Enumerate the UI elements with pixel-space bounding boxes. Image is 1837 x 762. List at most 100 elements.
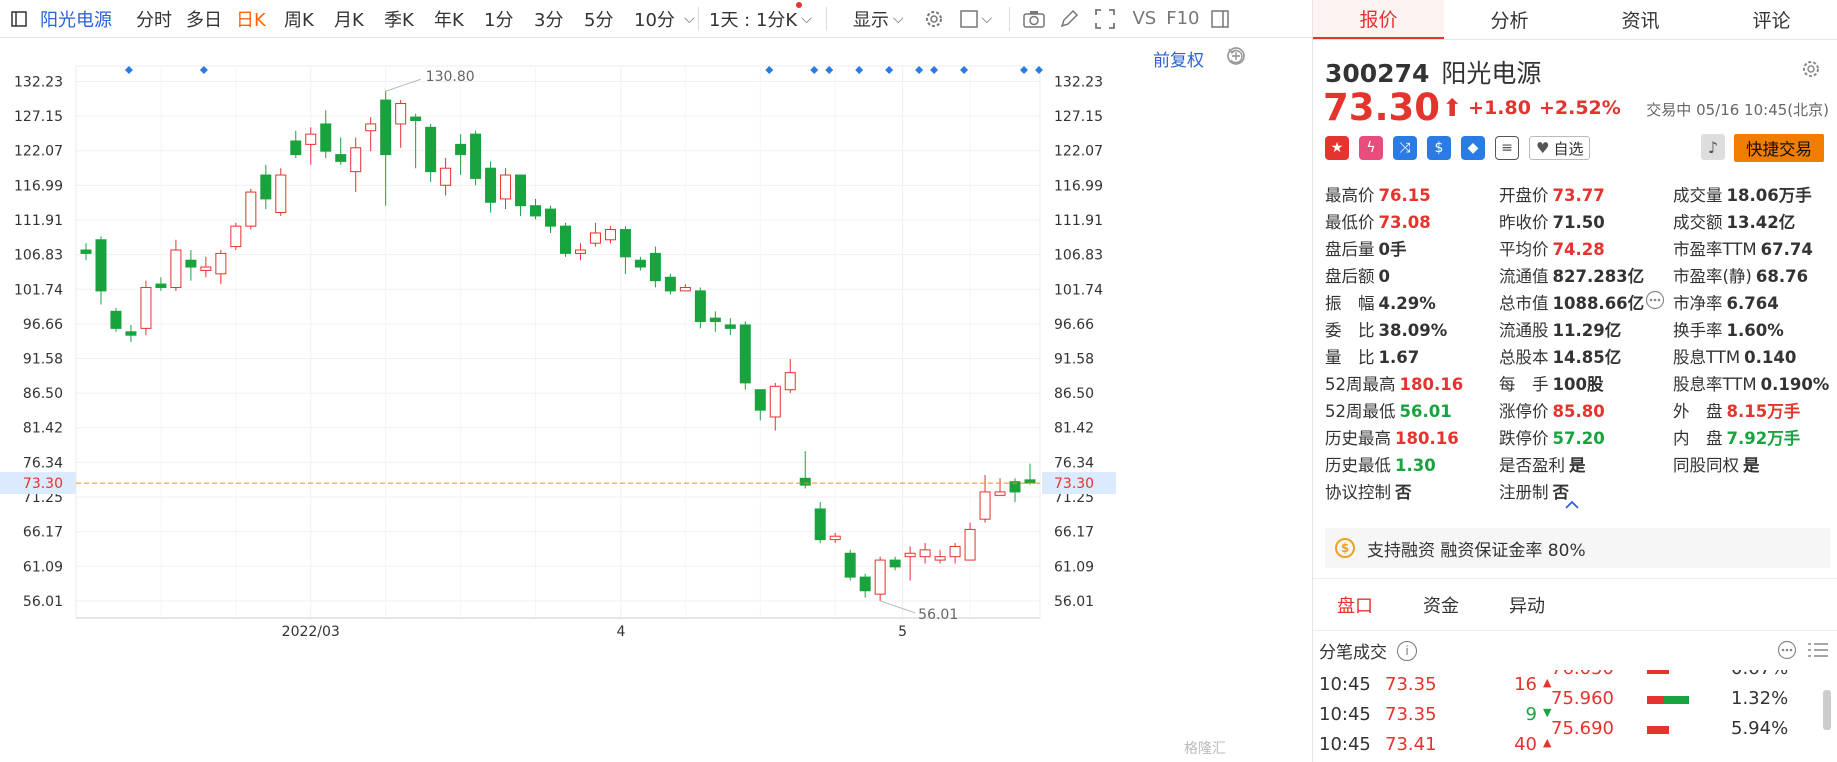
candle[interactable]	[350, 137, 362, 193]
candle[interactable]	[904, 546, 916, 581]
event-marker-icon[interactable]	[1034, 66, 1043, 74]
draw-rect-icon[interactable]: ⌵	[959, 0, 999, 38]
china-flag-icon[interactable]: ★	[1325, 136, 1349, 160]
candle[interactable]	[694, 287, 706, 329]
candle[interactable]	[649, 246, 661, 288]
info-icon[interactable]: i	[1397, 640, 1417, 661]
event-marker-icon[interactable]	[124, 66, 133, 74]
candle[interactable]	[754, 389, 766, 421]
candle[interactable]	[589, 222, 601, 247]
tab-news[interactable]: 资讯	[1621, 10, 1660, 32]
period-tab[interactable]: 3分	[534, 9, 564, 31]
tab-analysis[interactable]: 分析	[1490, 10, 1529, 32]
candle[interactable]	[170, 239, 182, 291]
candle[interactable]	[320, 110, 332, 158]
event-marker-icon[interactable]	[810, 66, 819, 74]
candle[interactable]	[335, 137, 347, 165]
candle[interactable]	[110, 307, 122, 332]
candle[interactable]	[784, 359, 796, 394]
camera-icon[interactable]	[1022, 0, 1052, 38]
candle[interactable]	[829, 532, 841, 544]
tab-comments[interactable]: 评论	[1752, 10, 1791, 32]
f10-button[interactable]: F10	[1166, 8, 1200, 29]
zoom-in-icon[interactable]	[1226, 46, 1246, 66]
candle[interactable]	[934, 549, 946, 564]
period-tab[interactable]: 多日	[186, 9, 222, 31]
list-icon[interactable]	[1807, 640, 1829, 660]
timeframe-select[interactable]: 1天 : 1分K ⌵	[709, 0, 812, 38]
period-tab[interactable]: 季K	[384, 9, 414, 31]
candle[interactable]	[425, 123, 437, 182]
period-tab[interactable]: 年K	[434, 9, 464, 31]
scrollbar[interactable]	[1823, 690, 1831, 730]
candle[interactable]	[604, 226, 616, 244]
candle[interactable]	[964, 522, 976, 561]
display-select[interactable]: 显示 ⌵	[853, 0, 904, 38]
flash-icon[interactable]: ϟ	[1359, 136, 1383, 160]
pencil-icon[interactable]	[1058, 0, 1088, 38]
candle[interactable]	[440, 158, 452, 196]
event-marker-icon[interactable]	[199, 66, 208, 74]
candle[interactable]	[395, 100, 407, 148]
candle[interactable]	[799, 451, 811, 489]
candle[interactable]	[305, 127, 317, 165]
candle[interactable]	[515, 174, 527, 216]
document-icon[interactable]: ≡	[1495, 136, 1519, 160]
chevron-down-icon[interactable]: ⌵	[684, 10, 695, 27]
candle[interactable]	[979, 474, 991, 523]
event-marker-icon[interactable]	[765, 66, 774, 74]
candle[interactable]	[95, 236, 107, 305]
candle[interactable]	[125, 324, 137, 342]
candle[interactable]	[365, 117, 377, 152]
panel-toggle-icon[interactable]	[1211, 0, 1235, 38]
event-marker-icon[interactable]	[885, 66, 894, 74]
subtab-funds[interactable]: 资金	[1423, 596, 1459, 617]
candle[interactable]	[230, 222, 242, 250]
candle[interactable]	[470, 130, 482, 186]
subtab-order-book[interactable]: 盘口	[1337, 596, 1373, 617]
candle[interactable]	[545, 205, 557, 233]
candle[interactable]	[290, 130, 302, 158]
candle[interactable]	[275, 168, 287, 216]
fullscreen-icon[interactable]	[1094, 0, 1124, 38]
candle[interactable]	[215, 250, 227, 285]
tag-icon[interactable]: ◆	[1461, 136, 1485, 160]
candlestick-chart[interactable]: 132.23 132.23 127.15 127.15 122.07 122.07 116.…	[0, 38, 1312, 762]
more-icon[interactable]	[1777, 640, 1797, 660]
candle[interactable]	[260, 164, 272, 210]
period-tab[interactable]: 周K	[284, 9, 314, 31]
candle[interactable]	[455, 134, 467, 176]
settings-icon[interactable]	[923, 0, 949, 38]
candle[interactable]	[574, 243, 586, 261]
period-tab[interactable]: 10分	[634, 9, 675, 31]
candle[interactable]	[185, 250, 197, 281]
candle[interactable]	[200, 256, 212, 278]
candle[interactable]	[814, 502, 826, 544]
candle[interactable]	[859, 573, 871, 598]
candle[interactable]	[1024, 463, 1036, 485]
period-tab[interactable]: 1分	[484, 9, 514, 31]
candle[interactable]	[709, 311, 721, 332]
candle[interactable]	[724, 318, 736, 336]
candle[interactable]	[679, 284, 691, 292]
event-marker-icon[interactable]	[825, 66, 834, 74]
watchlist-button[interactable]: ♥ 自选	[1529, 136, 1591, 160]
period-tab[interactable]: 5分	[584, 9, 614, 31]
event-marker-icon[interactable]	[855, 66, 864, 74]
candle[interactable]	[155, 277, 167, 291]
candle[interactable]	[619, 226, 631, 274]
candle[interactable]	[559, 222, 571, 257]
candle[interactable]	[874, 556, 886, 601]
event-marker-icon[interactable]	[960, 66, 969, 74]
collapse-chevron-icon[interactable]	[1564, 497, 1580, 511]
tab-quote[interactable]: 报价	[1313, 0, 1444, 39]
adjust-button[interactable]: 前复权	[1153, 51, 1204, 71]
candle[interactable]	[530, 198, 542, 220]
dollar-icon[interactable]: $	[1427, 136, 1451, 160]
candle[interactable]	[380, 91, 392, 206]
period-tab[interactable]: 月K	[334, 9, 364, 31]
candle[interactable]	[485, 161, 497, 213]
bell-icon[interactable]: ♪	[1701, 134, 1725, 160]
event-marker-icon[interactable]	[1020, 66, 1028, 74]
candle[interactable]	[1009, 478, 1021, 503]
